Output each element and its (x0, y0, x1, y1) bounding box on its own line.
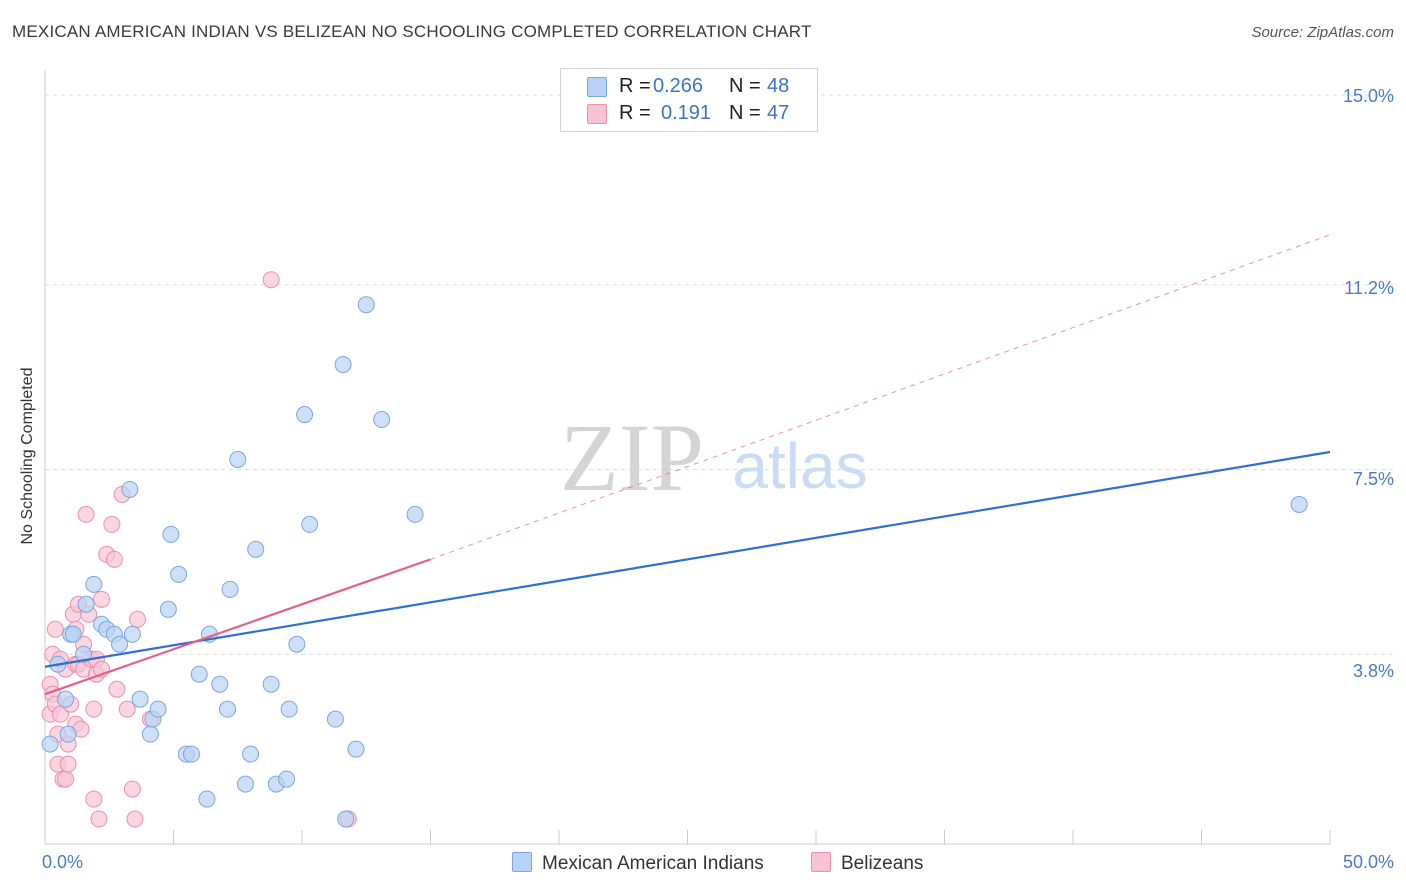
mexican-american-indian-point (326, 710, 344, 728)
legend-pink-icon (811, 852, 831, 872)
mexican-american-indian-point (182, 745, 200, 763)
pink-trend-line (44, 558, 431, 696)
y-tick-label-7-5: 7.5% (1352, 469, 1394, 489)
mexican-american-indian-point (229, 450, 247, 468)
r-label: R = (619, 75, 651, 97)
belizean-point (103, 515, 121, 533)
belizean-point (105, 550, 123, 568)
mexican-american-indian-point (406, 505, 424, 523)
mexican-american-indian-point (1290, 495, 1308, 513)
mexican-american-indian-point (334, 356, 352, 374)
belizean-point (93, 590, 111, 608)
n-value: 48 (767, 75, 790, 97)
mexican-american-indian-point (162, 525, 180, 543)
mexican-american-indian-point (121, 480, 139, 498)
mexican-american-indian-point (288, 635, 306, 653)
mexican-american-indian-point (373, 411, 391, 429)
mexican-american-indian-point (278, 770, 296, 788)
blue-trend-line (44, 450, 1331, 668)
mexican-american-indian-point (296, 406, 314, 424)
mexican-american-indian-point (218, 700, 236, 718)
belizean-points (41, 271, 357, 828)
n-value: 47 (767, 102, 790, 124)
mexican-american-indian-point (198, 790, 216, 808)
y-axis-title: No Schooling Completed (19, 367, 36, 545)
stats-row-pink: R = 0.191 N = 47 (561, 100, 817, 126)
stats-row-blue: R = 0.266 N = 48 (561, 73, 817, 99)
belizean-point (51, 705, 69, 723)
mexican-american-indian-point (357, 296, 375, 314)
r-value: 0.191 (661, 102, 712, 124)
r-label: R = (619, 102, 651, 124)
belizean-point (126, 810, 144, 828)
mexican-american-indian-point (123, 625, 141, 643)
mexican-american-indian-point (64, 625, 82, 643)
mexican-american-indian-point (159, 600, 177, 618)
mexican-american-indian-point (149, 700, 167, 718)
mexican-american-indian-point (242, 745, 260, 763)
belizean-point (59, 755, 77, 773)
blue-swatch-icon (587, 77, 607, 97)
mexican-american-indian-point (59, 725, 77, 743)
belizean-point (85, 790, 103, 808)
mexican-american-indian-point (221, 580, 239, 598)
y-tick-label-3-8: 3.8% (1352, 661, 1394, 681)
mexican-american-indian-point (111, 635, 129, 653)
mexican-american-indian-point (236, 775, 254, 793)
belizean-point (118, 700, 136, 718)
legend-label: Belizeans (841, 853, 924, 874)
y-tick-label-11-2: 11.2% (1344, 278, 1394, 298)
belizean-point (46, 620, 64, 638)
mexican-american-indian-point (337, 810, 355, 828)
mexican-american-indian-points (41, 296, 1308, 828)
mexican-american-indian-point (85, 575, 103, 593)
mexican-american-indian-point (190, 665, 208, 683)
chart-title: MEXICAN AMERICAN INDIAN VS BELIZEAN NO S… (12, 22, 812, 41)
mexican-american-indian-point (131, 690, 149, 708)
mexican-american-indian-point (41, 735, 59, 753)
mexican-american-indian-point (77, 595, 95, 613)
watermark: ZIP atlas (560, 404, 868, 511)
mexican-american-indian-point (347, 740, 365, 758)
watermark-atlas: atlas (732, 430, 867, 502)
legend-item-belizeans[interactable]: Belizeans (811, 852, 923, 875)
pink-swatch-icon (587, 104, 607, 124)
n-label: N = (729, 102, 761, 124)
x-tick-label-max: 50.0% (1342, 852, 1394, 872)
belizean-point (108, 680, 126, 698)
belizean-point (85, 700, 103, 718)
belizean-point (57, 770, 75, 788)
belizean-point (90, 810, 108, 828)
legend-blue-icon (512, 852, 532, 872)
legend-label: Mexican American Indians (542, 853, 764, 874)
mexican-american-indian-point (141, 725, 159, 743)
mexican-american-indian-point (262, 675, 280, 693)
y-tick-label-15: 15.0% (1342, 86, 1394, 106)
mexican-american-indian-point (211, 675, 229, 693)
mexican-american-indian-point (57, 690, 75, 708)
gridlines (45, 94, 1395, 655)
watermark-zip: ZIP (560, 404, 704, 511)
x-tick-label-min: 0.0% (42, 852, 84, 872)
mexican-american-indian-point (75, 645, 93, 663)
mexican-american-indian-point (247, 540, 265, 558)
belizean-point (123, 780, 141, 798)
stats-legend-box: R = 0.266 N = 48 R = 0.191 N = 47 (560, 68, 818, 132)
legend-item-mexican-american-indians[interactable]: Mexican American Indians (512, 852, 764, 875)
belizean-point (129, 610, 147, 628)
source-credit: Source: ZipAtlas.com (1251, 24, 1394, 41)
pink-trend-line-extrapolated (430, 234, 1331, 560)
trend-lines (44, 234, 1331, 696)
mexican-american-indian-point (280, 700, 298, 718)
n-label: N = (729, 75, 761, 97)
mexican-american-indian-point (301, 515, 319, 533)
r-value: 0.266 (653, 75, 704, 97)
belizean-point (77, 505, 95, 523)
mexican-american-indian-point (170, 565, 188, 583)
belizean-point (262, 271, 280, 289)
